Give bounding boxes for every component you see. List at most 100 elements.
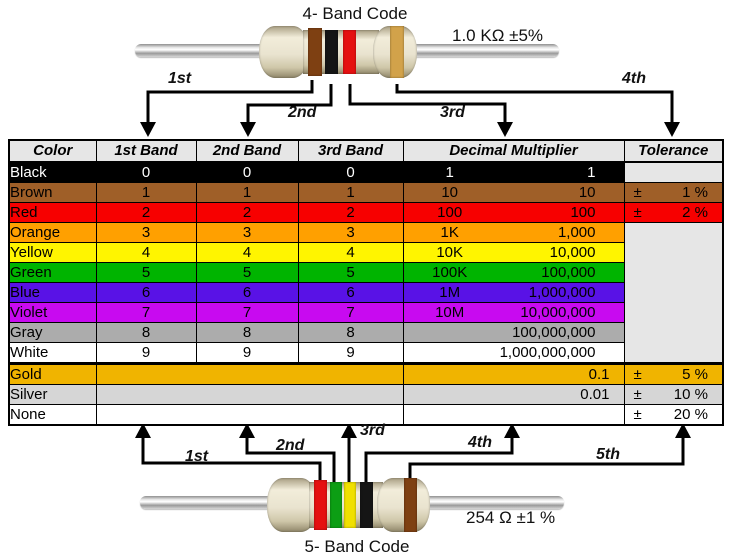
multiplier-value: 100 [570, 204, 596, 221]
arrowhead-2nd-top [240, 122, 256, 137]
plus-minus-sign: ± [633, 366, 642, 384]
arrow-line-4th-top [395, 84, 674, 124]
band1-digit: 7 [95, 302, 197, 323]
band1-digit: 5 [95, 262, 197, 283]
plus-minus-sign: ± [633, 184, 642, 201]
tolerance-cell-empty [623, 161, 724, 183]
multiplier-shorthand: 10K [436, 244, 464, 261]
multiplier-shorthand: 1K [440, 224, 459, 241]
table-row-gold: Gold 0.1 ±5 % [8, 362, 724, 385]
multiplier-cell: 0.1 [402, 362, 625, 385]
arrow-line-1st-top [146, 80, 314, 124]
tolerance-value: 10 % [673, 386, 708, 403]
multiplier-cell: 10 10 [402, 182, 625, 203]
multiplier-shorthand: 100 [437, 204, 463, 221]
pointer-label-1st-top: 1st [168, 70, 192, 87]
arrowhead-1st-top [140, 122, 156, 137]
color-name: Gold [8, 362, 97, 385]
tolerance-value: 1 % [682, 184, 708, 201]
arrowhead-4th-top [664, 122, 680, 137]
multiplier-shorthand: 10M [435, 304, 465, 321]
header-color: Color [8, 139, 97, 163]
tolerance-cell: ±10 % [623, 384, 724, 405]
table-row-violet: Violet 7 7 7 10M 10,000,000 [8, 302, 723, 323]
band3-digit: 1 [297, 182, 404, 203]
color-code-table: Color 1st Band 2nd Band 3rd Band Decimal… [8, 139, 724, 426]
multiplier-value: 100,000,000 [512, 324, 596, 341]
color-name: Silver [8, 384, 97, 405]
multiplier-cell: 10M 10,000,000 [402, 302, 625, 323]
table-row-green: Green 5 5 5 100K 100,000 [8, 262, 723, 283]
arrow-line-3rd-top [348, 84, 507, 124]
multiplier-cell: 100K 100,000 [402, 262, 625, 283]
tolerance-value: 20 % [673, 406, 708, 423]
multiplier-value: 100,000 [541, 264, 596, 281]
band-gold [390, 26, 404, 78]
band1-digit: 6 [95, 282, 197, 303]
multiplier-cell: 100,000,000 [402, 322, 625, 343]
band3-digit: 4 [297, 242, 404, 263]
arrowhead-2nd-bottom [239, 423, 255, 438]
band2-digit: 8 [195, 322, 299, 343]
color-name: Brown [8, 182, 97, 203]
table-row-orange: Orange 3 3 3 1K 1,000 [8, 222, 724, 364]
band1-digit: 2 [95, 202, 197, 223]
pointer-label-2nd-top: 2nd [288, 104, 317, 121]
resistor-cap-left [267, 478, 317, 532]
resistor-cap-right [377, 478, 430, 532]
pointer-label-4th-top: 4th [622, 70, 646, 87]
band2-digit: 9 [195, 342, 299, 364]
band-black [325, 30, 338, 74]
four-band-title: 4- Band Code [302, 4, 408, 23]
color-name: White [8, 342, 97, 364]
band1-digit: 4 [95, 242, 197, 263]
arrowhead-1st-bottom [135, 423, 151, 438]
multiplier-cell: 10K 10,000 [402, 242, 625, 263]
multiplier-value: 1,000,000,000 [499, 344, 596, 361]
table-row-gray: Gray 8 8 8 100,000,000 [8, 322, 723, 343]
color-name: Red [8, 202, 97, 223]
table-row-brown: Brown 1 1 1 10 10 ±1 % [8, 182, 724, 203]
multiplier-shorthand: 100K [432, 264, 468, 281]
multiplier-shorthand: 10 [441, 184, 459, 201]
color-name: Black [8, 161, 97, 183]
header-1st-band: 1st Band [95, 139, 197, 163]
band3-digit: 8 [297, 322, 404, 343]
tolerance-cell-empty-merged [623, 222, 724, 364]
band3-digit: 7 [297, 302, 404, 323]
pointer-label-4th-bottom: 4th [468, 434, 492, 451]
top-arrow-lines [146, 80, 674, 124]
table-row-none: None ±20 % [8, 404, 724, 426]
band1-digit: 8 [95, 322, 197, 343]
bands-merged-empty [95, 384, 404, 405]
multiplier-cell: 100 100 [402, 202, 625, 223]
band2-digit: 3 [195, 222, 299, 243]
tolerance-cell: ±20 % [623, 404, 724, 426]
bands-merged-empty [95, 404, 404, 426]
multiplier-value: 1,000,000 [528, 284, 596, 301]
plus-minus-sign: ± [633, 386, 642, 403]
band2-digit: 0 [195, 161, 299, 183]
plus-minus-sign: ± [633, 406, 642, 423]
band3-digit: 0 [297, 161, 404, 183]
four-band-value: 1.0 KΩ ±5% [452, 26, 544, 45]
pointer-label-1st-bottom: 1st [185, 448, 209, 465]
multiplier-value: 10,000 [549, 244, 596, 261]
arrowhead-3rd-top [497, 122, 513, 137]
band-black [360, 482, 373, 528]
band2-digit: 5 [195, 262, 299, 283]
color-name: Green [8, 262, 97, 283]
band-brown [404, 478, 417, 532]
color-name: Blue [8, 282, 97, 303]
pointer-label-5th-bottom: 5th [596, 446, 620, 463]
multiplier-value: 10,000,000 [520, 304, 596, 321]
tolerance-cell: ±1 % [623, 182, 724, 203]
color-name: Orange [8, 222, 97, 243]
band3-digit: 5 [297, 262, 404, 283]
multiplier-value: 0.01 [580, 386, 610, 403]
header-3rd-band: 3rd Band [297, 139, 404, 163]
multiplier-value: 1 [587, 164, 596, 181]
